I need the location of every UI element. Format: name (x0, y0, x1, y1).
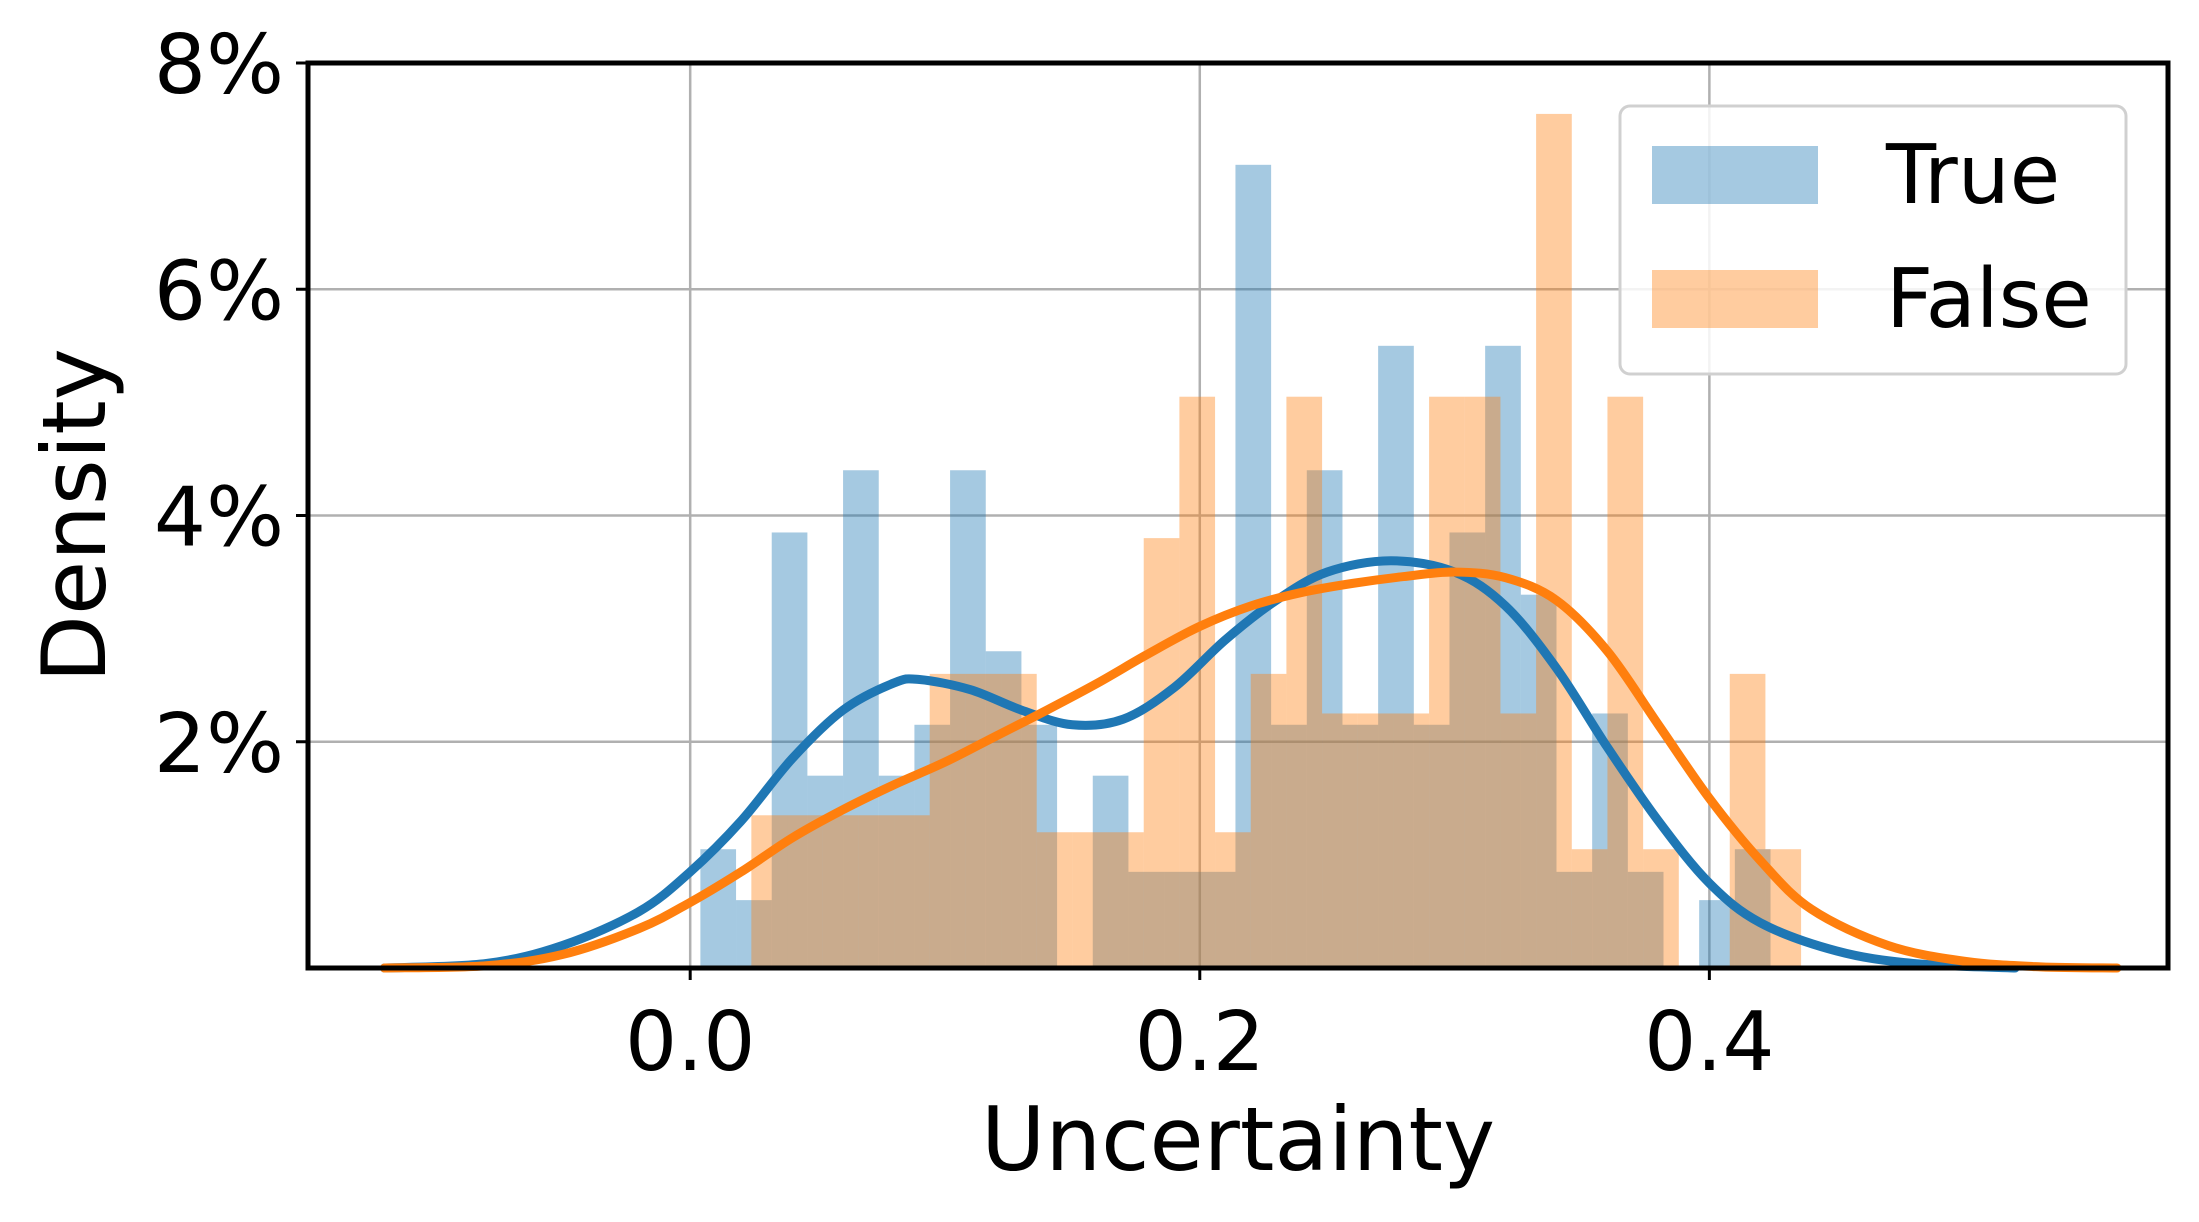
hist-bar-false (1393, 713, 1430, 968)
hist-bar-false (1215, 832, 1251, 968)
hist-bar-false (894, 815, 930, 968)
kde-line-true (379, 556, 2020, 973)
hist-bar-false (858, 815, 895, 968)
hist-bar-false (1322, 713, 1358, 968)
hist-bar-false (929, 673, 966, 968)
hist-bar-false (1429, 396, 1465, 968)
hist-bar-true (1235, 164, 1272, 968)
x-tick-label: 0.4 (1644, 995, 1774, 1090)
hist-bar-false (1464, 396, 1501, 968)
hist-bar-true (1164, 871, 1200, 968)
hist-bar-true (1128, 871, 1165, 968)
hist-bar-false (1036, 832, 1073, 968)
hist-bar-true (700, 849, 737, 968)
hist-bar-true (1485, 345, 1521, 968)
hist-bar-false (1643, 849, 1679, 968)
legend-label-true: True (1885, 128, 2060, 223)
y-tick-label: 6% (154, 244, 284, 339)
legend: True False (1618, 104, 2128, 376)
hist-bar-true (1627, 871, 1664, 968)
hist-bar-true (1021, 724, 1058, 968)
hist-bar-false (1536, 113, 1572, 968)
hist-bar-true (1271, 724, 1307, 968)
hist-bar-true (1378, 345, 1414, 968)
hist-bar-false (1571, 849, 1608, 968)
hist-bar-true (878, 775, 915, 968)
legend-box (1618, 104, 2128, 376)
hist-bar-false (1143, 538, 1180, 968)
hist-bar-false (1250, 673, 1287, 968)
hist-bar-false (965, 673, 1002, 968)
hist-bar-true (1306, 470, 1343, 968)
histogram-bars (700, 113, 1802, 968)
axis-ticks: 0.0 0.2 0.4 2% 4% 6% 8% (154, 18, 1775, 1090)
hist-bar-false (822, 815, 859, 968)
y-tick-label: 2% (154, 697, 284, 792)
hist-bar-true (1556, 871, 1593, 968)
kde-line-false (379, 567, 2122, 973)
hist-bar-false (1500, 713, 1537, 968)
hist-bar-true (950, 470, 986, 968)
hist-bar-true (1092, 775, 1129, 968)
hist-bar-false (1072, 832, 1109, 968)
hist-bar-false (751, 815, 788, 968)
hist-bar-true (1413, 724, 1450, 968)
legend-label-false: False (1886, 252, 2092, 347)
hist-bar-true (1449, 532, 1486, 968)
hist-bar-false (1357, 713, 1394, 968)
x-tick-label: 0.2 (1135, 995, 1265, 1090)
hist-bar-true (736, 900, 772, 968)
hist-bar-false (1108, 832, 1144, 968)
hist-bar-true (1342, 724, 1379, 968)
y-axis-title: Density (23, 348, 126, 683)
kde-curves (379, 556, 2122, 973)
legend-swatch-true (1652, 146, 1818, 204)
x-tick-label: 0.0 (625, 995, 755, 1090)
y-tick-label: 4% (154, 471, 284, 566)
legend-swatch-false (1652, 270, 1818, 328)
y-tick-label: 8% (154, 18, 284, 113)
x-axis-title: Uncertainty (981, 1088, 1495, 1191)
hist-bar-true (843, 470, 879, 968)
hist-bar-true (1199, 871, 1236, 968)
hist-bar-true (1699, 900, 1735, 968)
hist-bar-false (1286, 396, 1323, 968)
